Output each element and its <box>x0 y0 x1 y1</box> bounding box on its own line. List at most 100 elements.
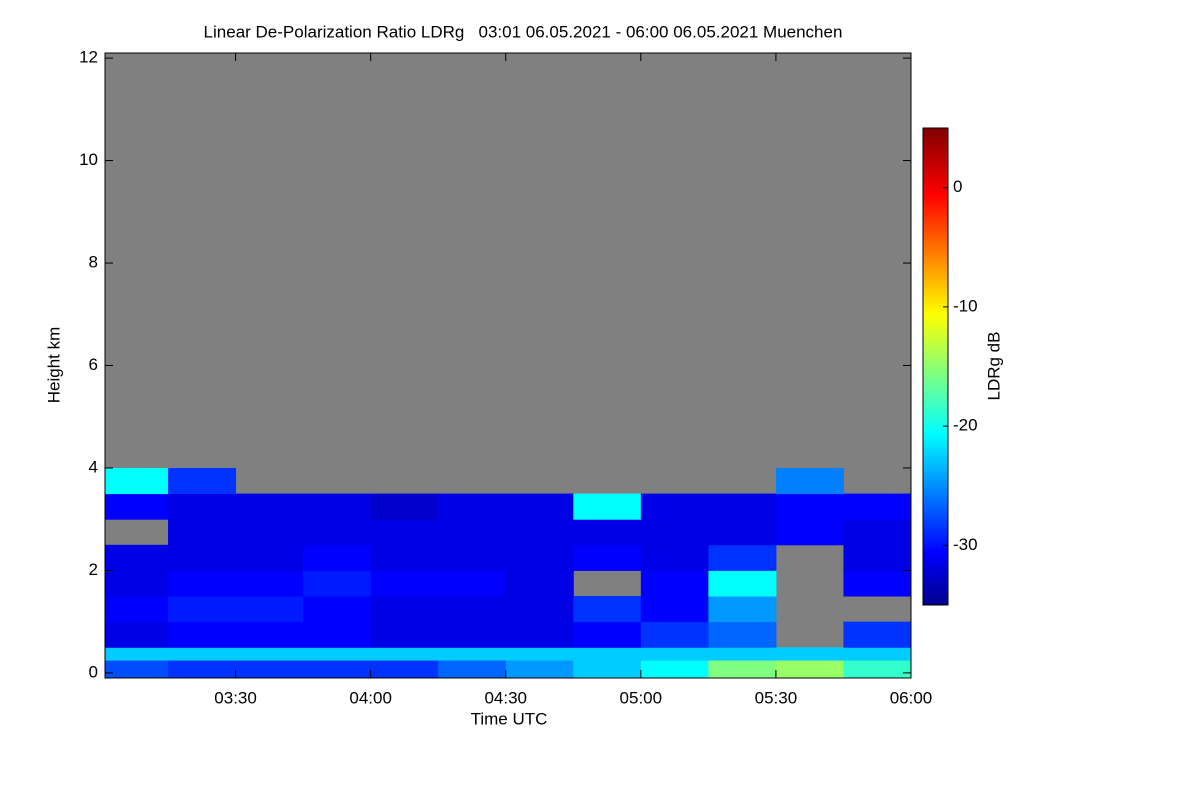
heatmap-cell <box>640 570 709 597</box>
heatmap-cell <box>235 621 304 648</box>
colorbar-tick-label: -20 <box>953 416 978 435</box>
heatmap-cell <box>438 596 507 623</box>
heatmap-cell <box>843 647 912 661</box>
heatmap-cell <box>775 519 844 546</box>
colorbar-label: LDRg dB <box>984 332 1003 401</box>
heatmap-cell <box>505 647 574 661</box>
heatmap-cell <box>640 493 709 520</box>
x-tick-label: 05:30 <box>755 688 798 707</box>
heatmap-cell <box>105 467 169 495</box>
heatmap-cell <box>370 544 439 571</box>
heatmap-cell <box>235 493 304 520</box>
heatmap-cell <box>640 660 709 679</box>
y-tick-label: 0 <box>89 662 98 681</box>
heatmap-cell <box>370 596 439 623</box>
heatmap-cell <box>708 647 777 661</box>
heatmap-cell <box>843 570 912 597</box>
heatmap-cell <box>573 596 642 623</box>
heatmap-cell <box>640 544 709 571</box>
heatmap-cell <box>303 544 372 571</box>
x-tick-label: 06:00 <box>890 688 933 707</box>
heatmap-cell <box>843 660 912 679</box>
heatmap-cell <box>708 660 777 679</box>
y-axis-label: Height km <box>44 327 63 404</box>
heatmap-cell <box>843 621 912 648</box>
colorbar-tick-label: -30 <box>953 535 978 554</box>
heatmap-cell <box>573 660 642 679</box>
heatmap-cell <box>168 544 237 571</box>
heatmap-cell <box>168 519 237 546</box>
heatmap-cell <box>105 570 169 597</box>
heatmap-cell <box>438 621 507 648</box>
heatmap-cell <box>573 647 642 661</box>
heatmap-cell <box>235 519 304 546</box>
heatmap-cell <box>505 519 574 546</box>
heatmap-cell <box>168 570 237 597</box>
heatmap-cell <box>105 660 169 679</box>
heatmap-cell <box>303 647 372 661</box>
heatmap-cell <box>438 660 507 679</box>
heatmap-cell <box>505 544 574 571</box>
heatmap-cell <box>505 493 574 520</box>
heatmap-cell <box>370 647 439 661</box>
heatmap-cell <box>105 544 169 571</box>
heatmap-cell <box>438 544 507 571</box>
heatmap-cell <box>370 570 439 597</box>
heatmap-cell <box>573 493 642 520</box>
heatmap-cell <box>303 570 372 597</box>
heatmap-cell <box>505 596 574 623</box>
y-tick-label: 6 <box>89 355 98 374</box>
heatmap-cell <box>775 467 844 495</box>
heatmap-cell <box>775 493 844 520</box>
heatmap-cell <box>573 621 642 648</box>
heatmap-cell <box>370 621 439 648</box>
heatmap-cell <box>168 467 237 495</box>
heatmap-cell <box>105 647 169 661</box>
heatmap-cell <box>105 493 169 520</box>
heatmap-cell <box>235 570 304 597</box>
heatmap-cell <box>775 660 844 679</box>
heatmap-cell <box>708 493 777 520</box>
heatmap-cell <box>438 519 507 546</box>
heatmap-cell <box>505 570 574 597</box>
heatmap-cell <box>303 621 372 648</box>
heatmap-cell <box>168 493 237 520</box>
heatmap-cell <box>640 647 709 661</box>
chart-title: Linear De-Polarization Ratio LDRg 03:01 … <box>204 22 843 41</box>
heatmap-cell <box>438 647 507 661</box>
x-tick-label: 04:00 <box>349 688 392 707</box>
heatmap-cell <box>505 621 574 648</box>
y-tick-label: 10 <box>79 150 98 169</box>
heatmap-cell <box>235 660 304 679</box>
heatmap-cell <box>438 570 507 597</box>
heatmap-cell <box>438 493 507 520</box>
heatmap-cell <box>843 493 912 520</box>
y-tick-label: 12 <box>79 48 98 67</box>
heatmap-cell <box>303 493 372 520</box>
heatmap-cell <box>105 621 169 648</box>
heatmap-cell <box>168 596 237 623</box>
y-tick-label: 2 <box>89 560 98 579</box>
heatmap-cell <box>708 519 777 546</box>
heatmap-cell <box>168 647 237 661</box>
heatmap-cell <box>168 621 237 648</box>
x-axis-label: Time UTC <box>471 709 548 728</box>
heatmap-cell <box>708 596 777 623</box>
heatmap-cell <box>370 493 439 520</box>
heatmap-cell <box>640 596 709 623</box>
x-tick-label: 03:30 <box>214 688 257 707</box>
heatmap-cell <box>303 519 372 546</box>
x-tick-label: 04:30 <box>484 688 527 707</box>
heatmap-cell <box>235 647 304 661</box>
y-tick-label: 8 <box>89 253 98 272</box>
colorbar <box>922 127 949 606</box>
heatmap-cell <box>708 621 777 648</box>
heatmap-cell <box>708 544 777 571</box>
heatmap-cell <box>370 660 439 679</box>
heatmap-cell <box>370 519 439 546</box>
heatmap-cell <box>640 519 709 546</box>
plot-area <box>105 53 912 679</box>
heatmap-cell <box>640 621 709 648</box>
heatmap-cell <box>708 570 777 597</box>
